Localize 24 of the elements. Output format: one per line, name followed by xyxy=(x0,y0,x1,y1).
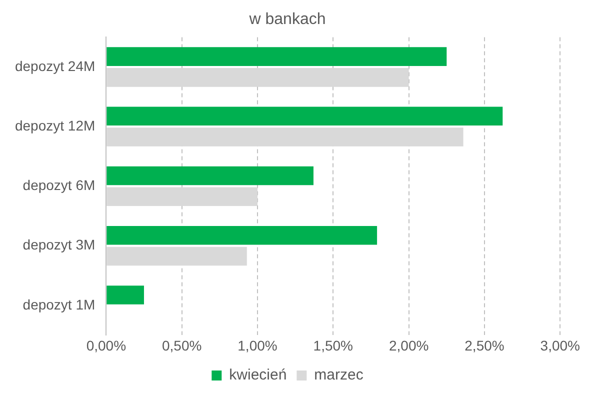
x-tick-label: 0,50% xyxy=(162,337,202,354)
y-tick-label: depozyt 3M xyxy=(22,236,96,253)
y-tick-label: depozyt 24M xyxy=(14,58,96,74)
y-tick-label: depozyt 12M xyxy=(14,117,96,134)
bar xyxy=(106,68,409,87)
chart-title: w bankach xyxy=(248,11,326,28)
bar xyxy=(106,166,314,186)
bar xyxy=(106,106,503,126)
bar xyxy=(106,187,258,206)
bar xyxy=(106,286,144,304)
y-tick-label: depozyt 1M xyxy=(22,296,96,312)
bar xyxy=(106,246,247,266)
x-tick-label: 1,50% xyxy=(313,337,354,354)
x-tick-label: 3,00% xyxy=(540,337,580,354)
y-tick-label: depozyt 6M xyxy=(22,177,96,194)
bar xyxy=(106,226,378,245)
legend-label: marzec xyxy=(314,366,364,384)
bar xyxy=(106,128,464,146)
x-tick-label: 2,50% xyxy=(464,337,504,354)
bar xyxy=(106,47,447,66)
legend-label: kwiecień xyxy=(229,366,287,384)
x-tick-label: 2,00% xyxy=(388,337,429,354)
x-tick-label: 1,00% xyxy=(238,337,278,354)
x-tick-label: 0,00% xyxy=(86,337,126,354)
